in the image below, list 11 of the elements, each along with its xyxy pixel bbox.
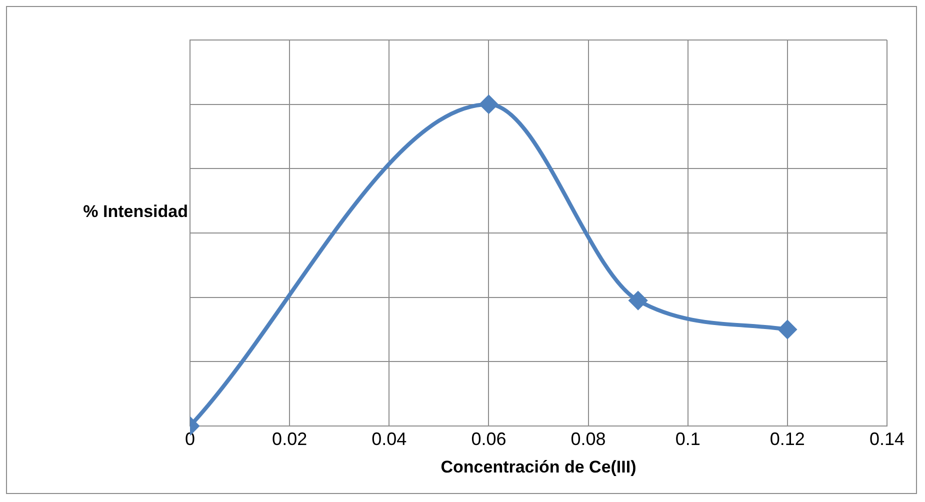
x-tick-label: 0.12 bbox=[770, 428, 805, 449]
x-tick-label: 0.1 bbox=[675, 428, 700, 449]
x-tick-label: 0.14 bbox=[869, 428, 905, 449]
x-tick-label: 0.04 bbox=[372, 428, 407, 449]
x-axis-title: Concentración de Ce(III) bbox=[440, 457, 636, 476]
x-tick-label: 0.02 bbox=[272, 428, 308, 449]
y-axis-title: % Intensidad bbox=[82, 202, 188, 222]
x-tick-label: 0.06 bbox=[471, 428, 506, 449]
x-tick-label: 0.08 bbox=[570, 428, 606, 449]
point bbox=[778, 320, 796, 338]
point bbox=[629, 292, 648, 310]
